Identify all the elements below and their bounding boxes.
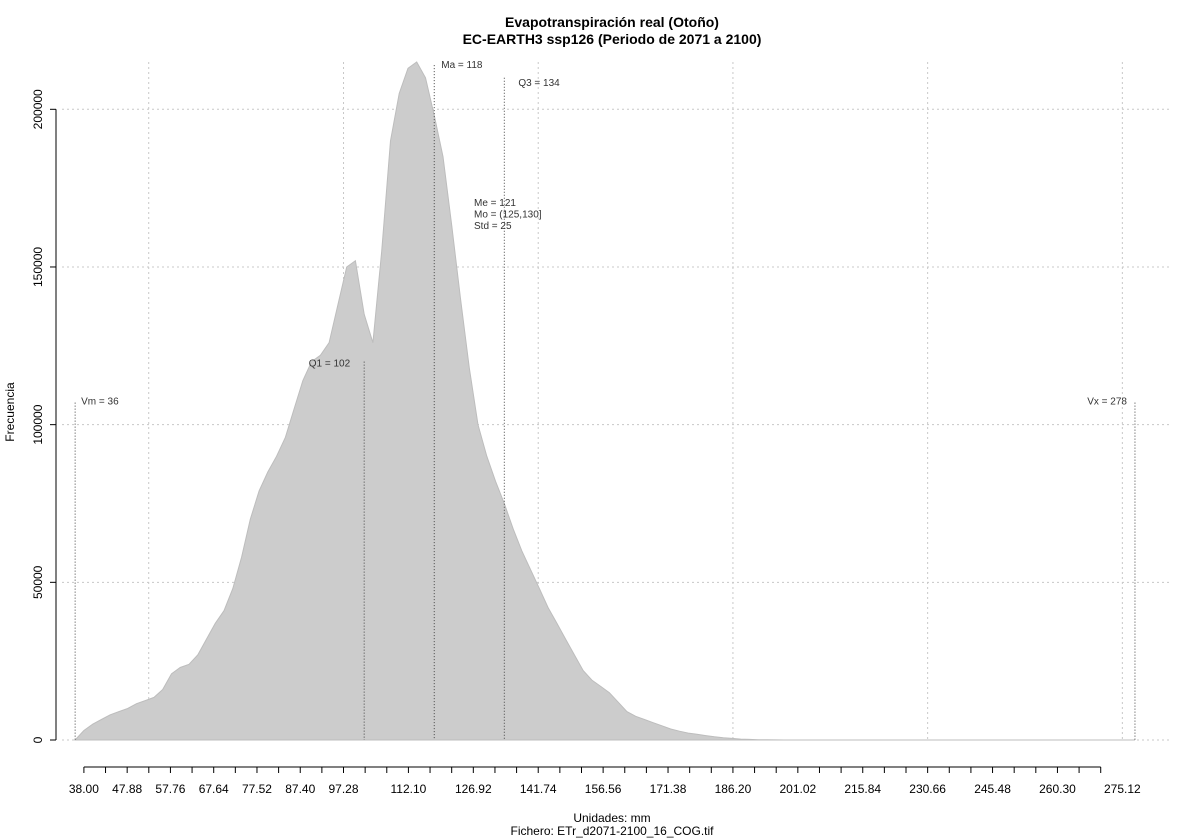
file-footer: Fichero: ETr_d2071-2100_16_COG.tif bbox=[511, 824, 715, 838]
x-axis-label: Unidades: mm bbox=[573, 811, 650, 825]
x-tick-label: 57.76 bbox=[155, 782, 185, 796]
y-axis: 0 50000 100000 150000 200000 bbox=[31, 89, 57, 743]
stat-label: Q3 = 134 bbox=[518, 78, 560, 89]
x-tick-label: 112.10 bbox=[391, 782, 427, 796]
y-tick-label: 150000 bbox=[31, 247, 45, 287]
x-tick-label: 87.40 bbox=[285, 782, 315, 796]
y-tick-label: 100000 bbox=[31, 404, 45, 444]
x-tick-label: 230.66 bbox=[909, 782, 946, 796]
x-tick-label: 141.74 bbox=[520, 782, 557, 796]
x-tick-label: 260.30 bbox=[1039, 782, 1076, 796]
x-tick-label: 275.12 bbox=[1104, 782, 1141, 796]
y-tick-label: 0 bbox=[31, 736, 45, 743]
x-tick-label: 38.00 bbox=[69, 782, 99, 796]
statistic-lines: Vm = 36 Q1 = 102 Ma = 118 Q3 = 134 Vx = 278 bbox=[74, 60, 1136, 740]
x-tick-label: 171.38 bbox=[650, 782, 687, 796]
x-tick-label: 245.48 bbox=[974, 782, 1011, 796]
x-tick-label: 97.28 bbox=[328, 782, 358, 796]
chart-title: Evapotranspiración real (Otoño) bbox=[505, 14, 719, 30]
density-area bbox=[73, 61, 1135, 741]
stat-text: Std = 25 bbox=[474, 221, 512, 232]
stat-text: Me = 121 bbox=[474, 198, 516, 209]
stat-label: Vx = 278 bbox=[1087, 397, 1127, 408]
x-tick-label: 77.52 bbox=[242, 782, 272, 796]
stat-text: Mo = (125,130] bbox=[474, 210, 542, 221]
y-tick-label: 50000 bbox=[31, 565, 45, 599]
x-tick-label: 126.92 bbox=[455, 782, 492, 796]
x-tick-label: 156.56 bbox=[585, 782, 622, 796]
x-tick-label: 215.84 bbox=[844, 782, 881, 796]
chart-subtitle: EC-EARTH3 ssp126 (Periodo de 2071 a 2100… bbox=[463, 31, 762, 47]
x-tick-label: 47.88 bbox=[112, 782, 142, 796]
x-axis: 38.00 47.88 57.76 67.64 77.52 87.40 97.28 112.1… bbox=[69, 766, 1141, 796]
y-axis-label: Frecuencia bbox=[3, 382, 17, 442]
x-tick-label: 67.64 bbox=[199, 782, 229, 796]
stat-label: Vm = 36 bbox=[81, 397, 119, 408]
y-tick-label: 200000 bbox=[31, 89, 45, 129]
x-tick-label: 201.02 bbox=[779, 782, 816, 796]
x-tick-label: 186.20 bbox=[715, 782, 752, 796]
stat-label: Q1 = 102 bbox=[309, 359, 351, 370]
stat-label: Ma = 118 bbox=[441, 60, 483, 71]
